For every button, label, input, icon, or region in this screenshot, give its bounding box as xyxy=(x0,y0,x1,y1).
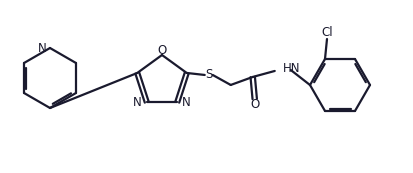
Text: N: N xyxy=(182,95,191,108)
Text: O: O xyxy=(157,43,166,57)
Text: N: N xyxy=(38,42,46,54)
Text: S: S xyxy=(205,69,212,81)
Text: N: N xyxy=(133,95,142,108)
Text: HN: HN xyxy=(283,62,300,75)
Text: O: O xyxy=(250,98,259,111)
Text: Cl: Cl xyxy=(321,26,333,39)
